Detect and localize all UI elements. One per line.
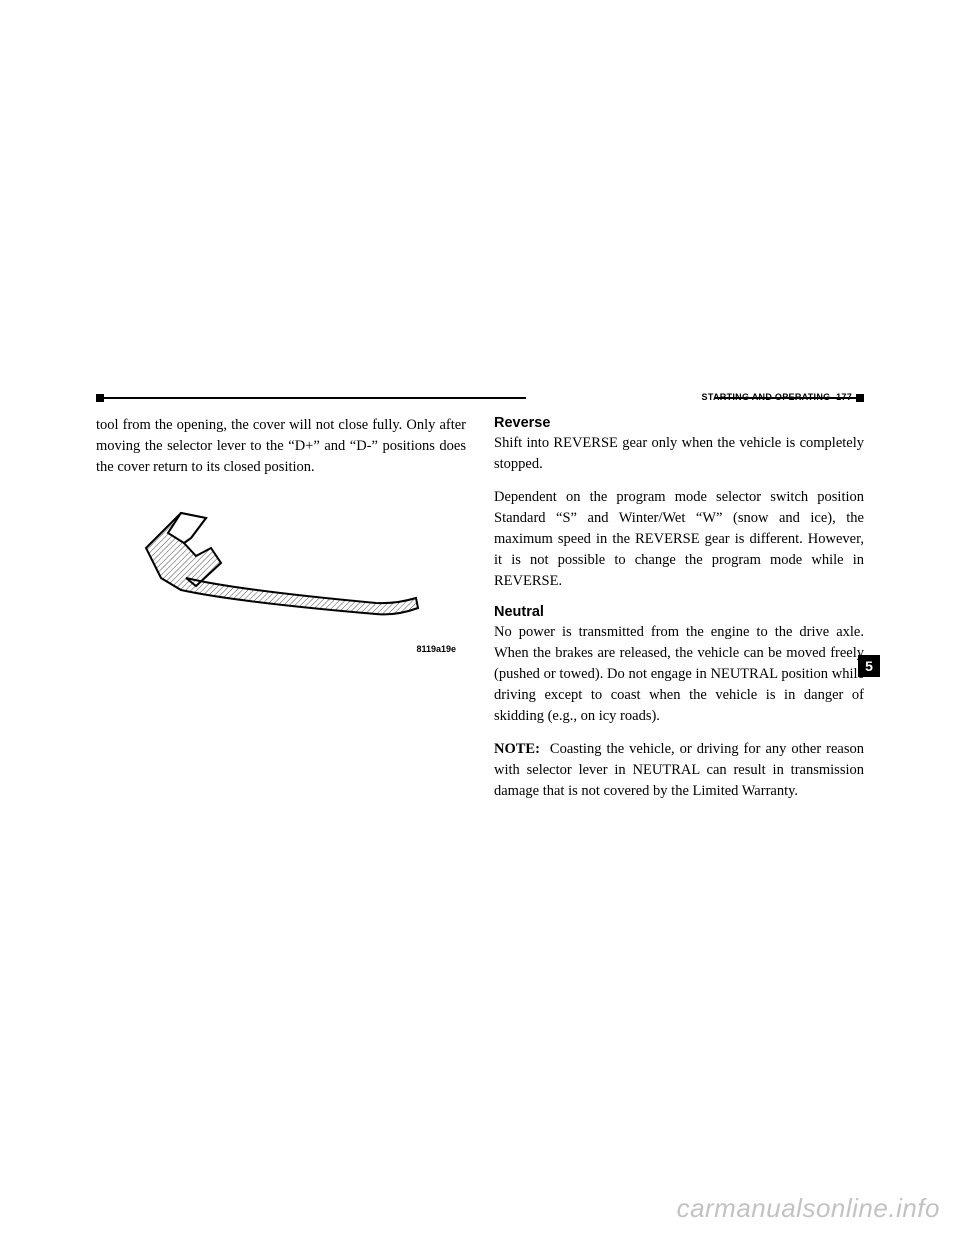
header-square	[96, 394, 104, 402]
header-rule	[96, 397, 526, 399]
body-paragraph: Dependent on the program mode selector s…	[494, 487, 864, 592]
body-paragraph: Shift into REVERSE gear only when the ve…	[494, 433, 864, 475]
heading-reverse: Reverse	[494, 415, 864, 431]
wrench-illustration	[126, 508, 436, 638]
heading-neutral: Neutral	[494, 604, 864, 620]
page: STARTING AND OPERATING 177 tool from the…	[0, 0, 960, 1242]
running-header: STARTING AND OPERATING 177	[96, 392, 864, 404]
left-column: tool from the opening, the cover will no…	[96, 415, 466, 814]
right-column: Reverse Shift into REVERSE gear only whe…	[494, 415, 864, 814]
header-square	[856, 394, 864, 402]
note-paragraph: NOTE: Coasting the vehicle, or driving f…	[494, 739, 864, 802]
body-paragraph: tool from the opening, the cover will no…	[96, 415, 466, 478]
body-paragraph: No power is transmitted from the engine …	[494, 622, 864, 727]
section-tab: 5	[858, 655, 880, 677]
tool-figure: 8119a19e	[96, 508, 466, 654]
content-columns: tool from the opening, the cover will no…	[96, 415, 864, 814]
header-rule	[714, 397, 864, 399]
note-label: NOTE:	[494, 741, 540, 757]
figure-label: 8119a19e	[96, 644, 466, 654]
tab-number: 5	[865, 658, 873, 674]
watermark: carmanualsonline.info	[677, 1193, 940, 1224]
note-text: Coasting the vehicle, or driving for any…	[494, 741, 864, 799]
